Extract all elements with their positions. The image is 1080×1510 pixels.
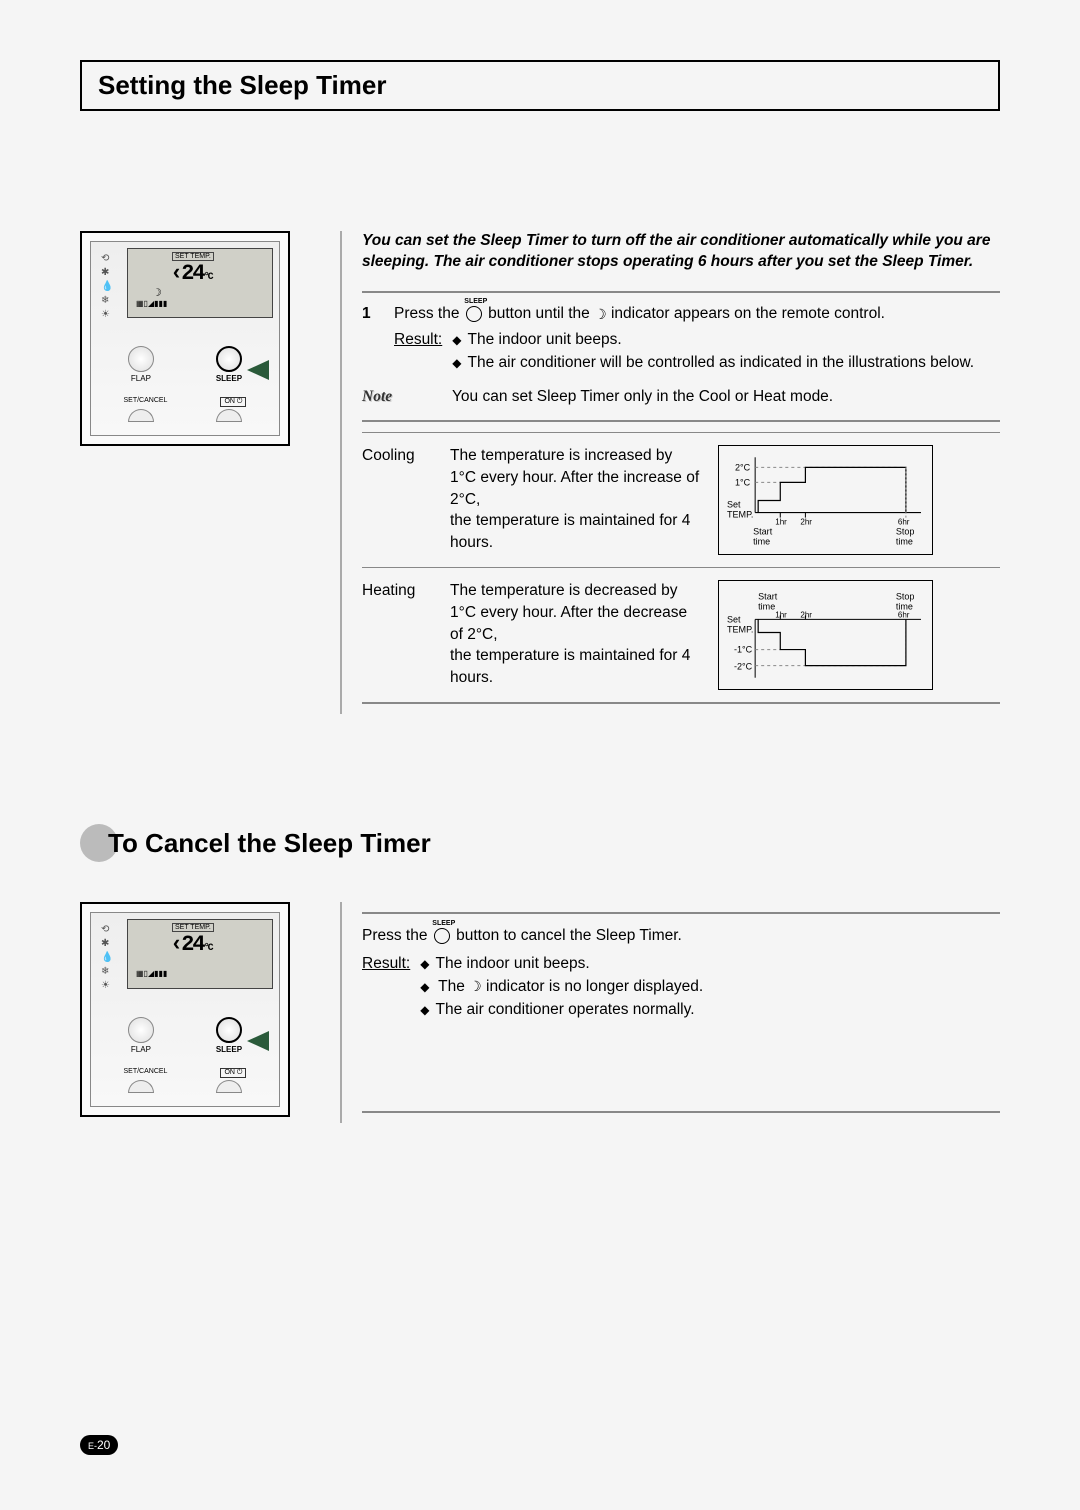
result-item: The indoor unit beeps.	[452, 329, 974, 351]
page-number: E-20	[80, 1435, 118, 1455]
remote-illustration-2: ⟲✱💧❄☀ SET TEMP. ‹24°C ▦▯◢▮▮▮ FLAP SLEEP …	[80, 902, 290, 1117]
result-label: Result:	[394, 329, 442, 374]
svg-text:time: time	[758, 602, 775, 612]
sleep-indicator-icon: ☽	[469, 976, 482, 997]
cooling-desc: The temperature is increased by 1°C ever…	[450, 445, 700, 555]
note-text: You can set Sleep Timer only in the Cool…	[452, 388, 833, 406]
result-item: The indoor unit beeps.	[420, 952, 703, 975]
svg-text:Start: Start	[758, 592, 778, 602]
result-label: Result:	[362, 952, 410, 1022]
chart-ylabel: 2°C	[735, 463, 751, 473]
divider	[362, 702, 1000, 704]
pointer-hand-icon	[247, 360, 269, 380]
heating-desc: The temperature is decreased by 1°C ever…	[450, 580, 700, 690]
note-label: Note	[362, 388, 422, 406]
divider	[362, 567, 1000, 568]
note-row: Note You can set Sleep Timer only in the…	[362, 388, 1000, 406]
divider	[362, 912, 1000, 914]
remote-settemp-label: SET TEMP.	[172, 252, 214, 261]
svg-text:6hr: 6hr	[898, 611, 910, 620]
divider	[362, 1111, 1000, 1113]
svg-text:-2°C: -2°C	[734, 662, 753, 672]
cooling-label: Cooling	[362, 445, 432, 555]
remote-illustration-1: ⟲✱💧❄☀ SET TEMP. ‹24°C ☽ ▦▯◢▮▮▮ FLAP SLEE…	[80, 231, 290, 446]
svg-text:1hr: 1hr	[775, 611, 787, 620]
divider	[362, 420, 1000, 422]
cooling-block: Cooling The temperature is increased by …	[362, 445, 1000, 555]
main-title: Setting the Sleep Timer	[98, 70, 982, 101]
svg-text:1°C: 1°C	[735, 478, 751, 488]
svg-text:1hr: 1hr	[775, 518, 787, 527]
svg-text:Stop: Stop	[896, 592, 915, 602]
svg-text:2hr: 2hr	[800, 611, 812, 620]
svg-text:6hr: 6hr	[898, 518, 910, 527]
heating-label: Heating	[362, 580, 432, 690]
svg-text:-1°C: -1°C	[734, 645, 753, 655]
cooling-chart: 2°C 1°C Set TEMP. 1hr 2hr	[718, 445, 933, 555]
heating-chart: Start time Stop time Set TEMP. 1hr 2hr 6…	[718, 580, 933, 690]
svg-text:TEMP.: TEMP.	[727, 625, 753, 635]
svg-text:Set: Set	[727, 500, 741, 510]
svg-text:2hr: 2hr	[800, 518, 812, 527]
pointer-hand-icon	[247, 1031, 269, 1051]
sleep-indicator-icon: ☽	[594, 304, 607, 324]
heating-block: Heating The temperature is decreased by …	[362, 580, 1000, 690]
step-1: 1 Press the SLEEP button until the ☽ ind…	[362, 303, 1000, 374]
svg-text:TEMP.: TEMP.	[727, 510, 753, 520]
svg-text:Start: Start	[753, 527, 773, 537]
remote-mode-icons: ⟲✱💧❄☀	[101, 252, 113, 322]
step-number: 1	[362, 303, 376, 374]
sleep-button-icon: SLEEP	[466, 306, 482, 322]
remote-temp: 24	[181, 261, 203, 286]
divider	[362, 432, 1000, 433]
cancel-section-title: To Cancel the Sleep Timer	[80, 824, 1000, 862]
svg-text:Set: Set	[727, 615, 741, 625]
main-title-box: Setting the Sleep Timer	[80, 60, 1000, 111]
result-item: ◆ The ☽ indicator is no longer displayed…	[420, 975, 703, 998]
intro-text: You can set the Sleep Timer to turn off …	[362, 231, 1000, 273]
result-item: The air conditioner operates normally.	[420, 998, 703, 1021]
svg-text:time: time	[753, 537, 770, 547]
cancel-instructions: Press the SLEEP button to cancel the Sle…	[362, 924, 1000, 1021]
svg-text:Stop: Stop	[896, 527, 915, 537]
sleep-button-icon: SLEEP	[434, 928, 450, 944]
result-item: The air conditioner will be controlled a…	[452, 352, 974, 374]
divider	[362, 291, 1000, 293]
svg-text:time: time	[896, 537, 913, 547]
